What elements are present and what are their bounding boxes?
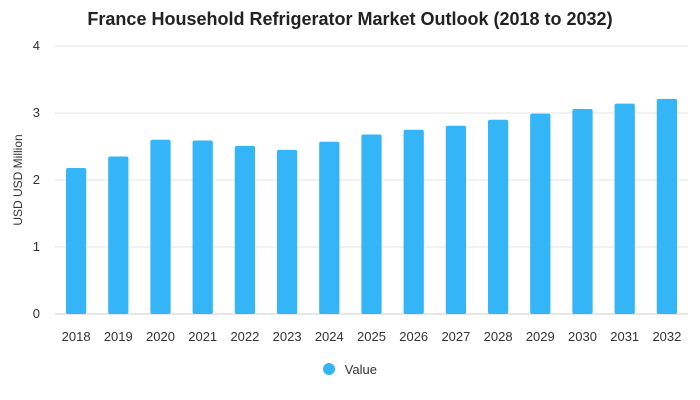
x-tick-label: 2031 [610, 329, 639, 344]
legend-marker-icon [323, 363, 336, 375]
x-tick-label: 2029 [526, 329, 555, 344]
x-tick-label: 2019 [104, 329, 133, 344]
bar[interactable] [65, 167, 87, 314]
bar[interactable] [487, 119, 509, 314]
bar[interactable] [572, 108, 593, 314]
bar[interactable] [445, 125, 467, 314]
bar[interactable] [530, 113, 551, 314]
x-tick-label: 2021 [188, 329, 217, 344]
y-axis-label: USD USD Million [11, 134, 25, 225]
bar[interactable] [192, 140, 213, 314]
y-tick-label: 0 [33, 306, 40, 321]
x-tick-label: 2020 [146, 329, 175, 344]
x-tick-label: 2025 [357, 329, 386, 344]
x-tick-label: 2023 [273, 329, 302, 344]
x-tick-label: 2022 [230, 329, 259, 344]
legend-label: Value [344, 362, 377, 377]
bar[interactable] [150, 139, 171, 314]
legend[interactable]: Value [0, 362, 700, 377]
y-tick-label: 2 [33, 172, 40, 187]
bar[interactable] [319, 141, 340, 314]
chart-title: France Household Refrigerator Market Out… [87, 9, 613, 29]
bar[interactable] [614, 103, 635, 315]
bar[interactable] [403, 129, 424, 314]
bar[interactable] [656, 98, 678, 315]
x-tick-label: 2028 [484, 329, 513, 344]
bar[interactable] [276, 149, 298, 314]
bar[interactable] [361, 134, 382, 314]
bar[interactable] [108, 156, 129, 314]
x-tick-label: 2030 [568, 329, 597, 344]
x-tick-label: 2027 [441, 329, 470, 344]
y-tick-label: 3 [33, 105, 40, 120]
y-tick-label: 4 [33, 38, 40, 53]
bar[interactable] [234, 145, 256, 314]
x-tick-label: 2024 [315, 329, 344, 344]
x-tick-label: 2026 [399, 329, 428, 344]
x-tick-label: 2018 [62, 329, 91, 344]
y-tick-label: 1 [33, 239, 40, 254]
x-tick-label: 2032 [652, 329, 681, 344]
